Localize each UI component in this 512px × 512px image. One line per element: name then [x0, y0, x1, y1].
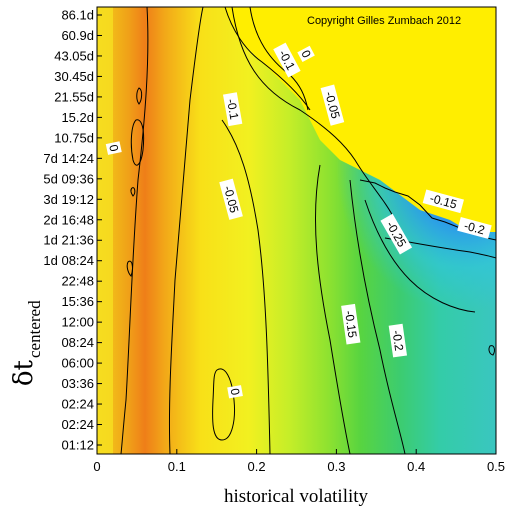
contour-label-text-8: -0.2 [463, 219, 487, 238]
y-tick-label-11: 2d 16:48 [43, 212, 94, 227]
y-tick-label-14: 7d 14:24 [43, 151, 94, 166]
contour-island-left-1 [130, 119, 145, 166]
contour-label-text-11: -0.2 [389, 329, 406, 352]
plot-frame [96, 6, 497, 455]
x-tick-label-4: 0.4 [407, 459, 425, 474]
contour-label-bg-2 [273, 42, 301, 78]
y-axis-title-main: δt [9, 359, 39, 386]
y-tick-label-0: 01:12 [61, 438, 94, 453]
contour-label-bg-0 [105, 141, 122, 155]
x-tick-label-5: 0.5 [487, 459, 505, 474]
contour-line-zero-mid [168, 7, 204, 454]
contour-line-zero-left [120, 7, 149, 454]
contour-label-bg-3 [297, 45, 315, 63]
y-tick-label-2: 02:24 [61, 397, 94, 412]
y-tick-label-17: 21.55d [54, 89, 94, 104]
contour-label-bg-10 [341, 303, 361, 345]
contour-label-6: -0.05 [219, 178, 243, 220]
contour-label-bg-11 [388, 323, 408, 358]
contour-label-8: -0.2 [457, 217, 492, 239]
x-tick-label-2: 0.2 [248, 459, 266, 474]
y-axis: 01:12 02:24 02:24 03:36 06:00 08:24 12:00 15:36… [43, 8, 102, 453]
y-axis-title: δt centered [9, 300, 44, 386]
contour-island-left-2 [136, 87, 143, 105]
y-tick-label-16: 15.2d [61, 110, 94, 125]
x-axis: 0 0.1 0.2 0.3 0.4 0.5 [93, 449, 505, 474]
contour-label-11: -0.2 [388, 323, 408, 358]
y-tick-label-12: 3d 19:12 [43, 192, 94, 207]
y-tick-label-20: 60.9d [61, 28, 94, 43]
contour-label-text-6: -0.05 [221, 184, 242, 214]
y-tick-label-15: 10.75d [54, 130, 94, 145]
y-tick-label-7: 15:36 [61, 294, 94, 309]
y-tick-label-10: 1d 21:36 [43, 233, 94, 248]
y-tick-label-1: 02:24 [61, 417, 94, 432]
contour-label-1: 0 [227, 385, 243, 399]
contour-label-text-4: -0.1 [224, 98, 241, 121]
contour-label-4: -0.1 [222, 92, 243, 127]
y-tick-label-6: 12:00 [61, 315, 94, 330]
contour-label-0: 0 [105, 141, 122, 155]
y-tick-label-5: 08:24 [61, 335, 94, 350]
contour-line-neg01-b [221, 119, 271, 454]
contour-island-right [488, 345, 495, 356]
y-tick-label-9: 1d 08:24 [43, 253, 94, 268]
x-tick-label-0: 0 [93, 459, 100, 474]
contour-label-bg-8 [457, 217, 492, 239]
contour-label-text-10: -0.15 [342, 310, 360, 339]
y-tick-label-19: 43.05d [54, 48, 94, 63]
contour-island-bottom [212, 368, 235, 441]
contour-label-bg-4 [222, 92, 243, 127]
heatmap-left-strip [97, 7, 113, 454]
y-tick-label-18: 30.45d [54, 69, 94, 84]
copyright-text: Copyright Gilles Zumbach 2012 [307, 15, 461, 27]
y-axis-title-sub: centered [25, 300, 44, 358]
contour-island-left-3 [126, 260, 133, 277]
contour-label-5: -0.05 [320, 84, 345, 126]
contour-label-text-1: 0 [228, 387, 243, 396]
contour-label-bg-1 [227, 385, 243, 399]
contour-line-neg015 [315, 164, 351, 454]
x-tick-label-3: 0.3 [327, 459, 345, 474]
y-tick-label-3: 03:36 [61, 376, 94, 391]
contour-island-left-4 [130, 187, 136, 197]
contour-label-text-5: -0.05 [322, 90, 343, 120]
contour-line-neg025 [364, 199, 476, 313]
y-tick-label-8: 22:48 [61, 274, 94, 289]
contour-label-bg-9 [380, 213, 413, 255]
contour-label-text-0: 0 [106, 143, 121, 153]
contour-label-7: -0.15 [422, 189, 464, 214]
x-axis-title: historical volatility [224, 486, 369, 507]
contour-label-text-7: -0.15 [428, 191, 458, 212]
y-tick-label-13: 5d 09:36 [43, 171, 94, 186]
y-tick-label-21: 86.1d [61, 8, 94, 23]
x-tick-label-1: 0.1 [168, 459, 186, 474]
contour-line-neg02 [349, 179, 406, 454]
contour-line-neg005 [231, 7, 396, 221]
contour-line-zero-top [224, 7, 311, 111]
contour-label-3: 0 [297, 45, 315, 63]
contour-label-10: -0.15 [341, 303, 361, 345]
contour-label-bg-6 [219, 178, 243, 220]
contour-label-bg-7 [422, 189, 464, 214]
contour-label-bg-5 [320, 84, 345, 126]
y-tick-label-4: 06:00 [61, 356, 94, 371]
